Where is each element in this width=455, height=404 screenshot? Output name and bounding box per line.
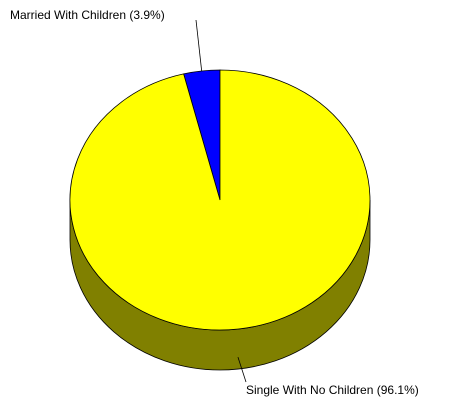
leader-line-single-with-no-children xyxy=(237,356,247,383)
pie-top-face xyxy=(69,69,371,331)
pie-slice-1 xyxy=(69,69,371,331)
slice-label-married-with-children: Married With Children (3.9%) xyxy=(10,8,165,22)
slice-label-single-with-no-children: Single With No Children (96.1%) xyxy=(246,383,419,397)
leader-line-married-with-children xyxy=(195,19,203,72)
leader-lines xyxy=(195,19,247,383)
